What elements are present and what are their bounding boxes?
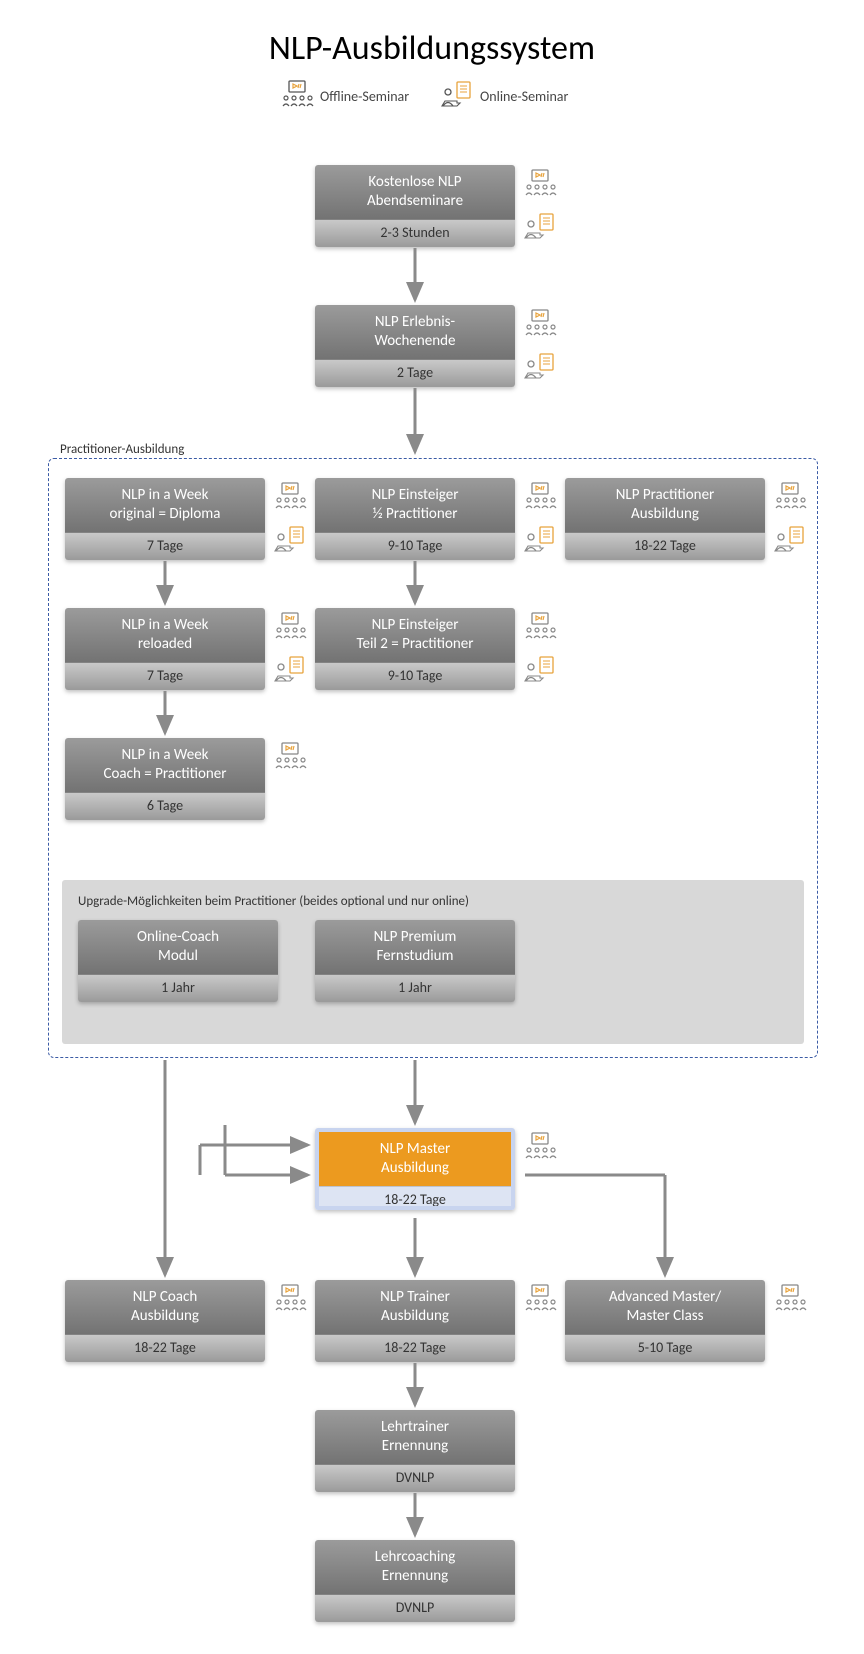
diagram-canvas: NLP-Ausbildungssystem Offline-Seminar On… [0,0,864,1654]
arrows-layer [0,0,864,1654]
